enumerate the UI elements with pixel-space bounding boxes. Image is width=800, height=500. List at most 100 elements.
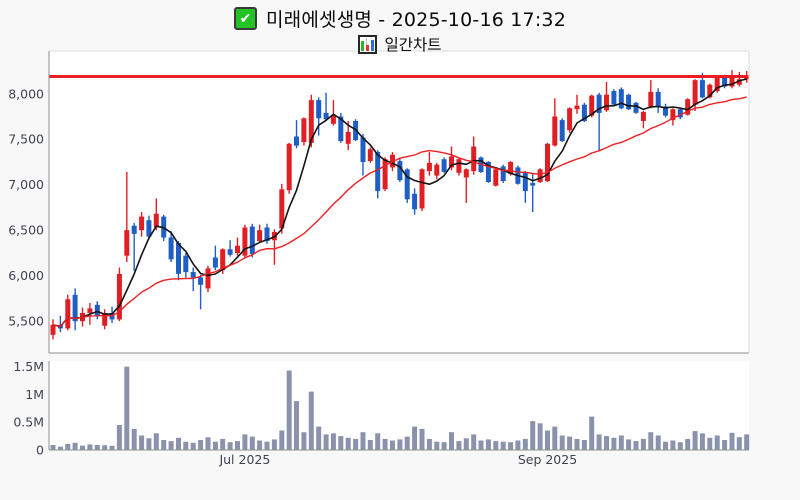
volume-bar	[257, 440, 263, 450]
candle-body-down	[663, 106, 668, 116]
candle-body-down	[131, 225, 137, 234]
volume-bar	[699, 433, 705, 450]
volume-bar	[530, 421, 536, 450]
candle-body-up	[648, 91, 654, 107]
candle-body-down	[212, 257, 218, 268]
price-axis-label: 7,000	[8, 177, 44, 192]
candle-body-down	[699, 80, 705, 98]
volume-bar	[729, 432, 735, 450]
candle-body-down	[611, 91, 617, 105]
volume-bar	[404, 436, 410, 450]
candle-body-down	[441, 159, 447, 172]
volume-bar	[345, 437, 351, 450]
candle-body-down	[338, 116, 344, 142]
volume-bar	[441, 442, 447, 450]
volume-bar	[618, 435, 624, 450]
volume-bar	[286, 370, 292, 450]
candle-body-up	[729, 75, 735, 87]
volume-bar	[80, 445, 85, 450]
volume-bar	[545, 430, 550, 450]
volume-bar	[227, 442, 233, 450]
volume-bar	[57, 446, 63, 450]
volume-bar	[515, 440, 521, 450]
checked-checkbox-icon[interactable]: ✔	[233, 7, 257, 30]
candle-body-up	[116, 273, 122, 320]
candle-body-down	[323, 112, 329, 120]
volume-bar	[736, 437, 742, 450]
candle-body-up	[308, 100, 314, 143]
candle-body-up	[257, 230, 263, 242]
candle-body-up	[87, 308, 93, 313]
candle-body-up	[242, 227, 248, 256]
candle-body-up	[382, 159, 388, 190]
volume-bar	[714, 435, 720, 450]
volume-bar	[220, 438, 226, 450]
volume-bar	[176, 437, 181, 450]
volume-bar	[677, 442, 683, 450]
candle-body-down	[316, 100, 322, 119]
candle-body-down	[618, 89, 624, 109]
volume-bar	[109, 445, 115, 450]
price-axis-label: 8,000	[8, 86, 44, 101]
candle-body-down	[146, 220, 152, 237]
volume-bar	[685, 438, 691, 450]
volume-bar	[485, 439, 491, 450]
candle-body-down	[626, 94, 632, 110]
candle-body-up	[124, 230, 130, 256]
candle-body-up	[102, 313, 108, 326]
volume-bar	[493, 441, 499, 450]
volume-bar	[559, 435, 565, 450]
candle-body-up	[65, 299, 71, 329]
volume-bar	[161, 440, 167, 450]
x-axis-label: Sep 2025	[518, 452, 577, 467]
candle-body-up	[330, 115, 336, 124]
candle-body-up	[235, 245, 240, 253]
volume-bar	[323, 434, 329, 450]
volume-bar	[434, 441, 440, 450]
candle-body-down	[500, 166, 506, 182]
candle-body-up	[50, 324, 56, 335]
bar-chart-icon-green-bar	[361, 40, 365, 51]
volume-bar	[508, 442, 514, 450]
volume-bar	[574, 438, 580, 450]
candle-body-down	[485, 162, 491, 182]
candle-body-down	[183, 255, 189, 273]
volume-bar	[670, 440, 676, 450]
volume-bar	[397, 439, 403, 450]
volume-bar	[190, 442, 196, 450]
volume-bar	[567, 436, 573, 450]
candle-body-up	[589, 95, 595, 116]
price-axis-label: 5,500	[8, 314, 44, 329]
volume-bar	[604, 436, 609, 450]
bar-chart-icon-axis	[366, 37, 368, 51]
candle-body-up	[345, 132, 351, 144]
volume-bar	[50, 445, 56, 450]
candle-body-down	[249, 226, 255, 254]
volume-bar	[235, 441, 240, 450]
volume-bar	[102, 445, 108, 450]
sma20-line	[52, 96, 747, 328]
bar-chart-icon-blue-bar	[371, 39, 375, 51]
volume-bar	[707, 437, 713, 450]
volume-bar	[301, 432, 307, 450]
candle-body-up	[419, 169, 425, 209]
volume-bar	[500, 441, 506, 450]
candles-group	[50, 70, 750, 340]
volume-bar	[692, 431, 698, 450]
volume-bar	[426, 438, 432, 450]
candle-body-up	[139, 216, 145, 231]
volume-bar	[308, 391, 314, 450]
volume-bar	[116, 425, 122, 450]
volume-bar	[375, 433, 381, 450]
candle-body-up	[426, 162, 432, 172]
volume-bar	[419, 428, 425, 450]
candle-body-up	[153, 213, 159, 228]
volume-bar	[139, 435, 145, 450]
bar-chart-icon-red-bar	[366, 44, 370, 51]
volume-axis-label: 1M	[25, 387, 44, 402]
sma5-line	[52, 78, 747, 328]
candle-body-down	[522, 172, 528, 192]
volume-bar	[183, 441, 189, 450]
volume-bar	[522, 438, 528, 450]
